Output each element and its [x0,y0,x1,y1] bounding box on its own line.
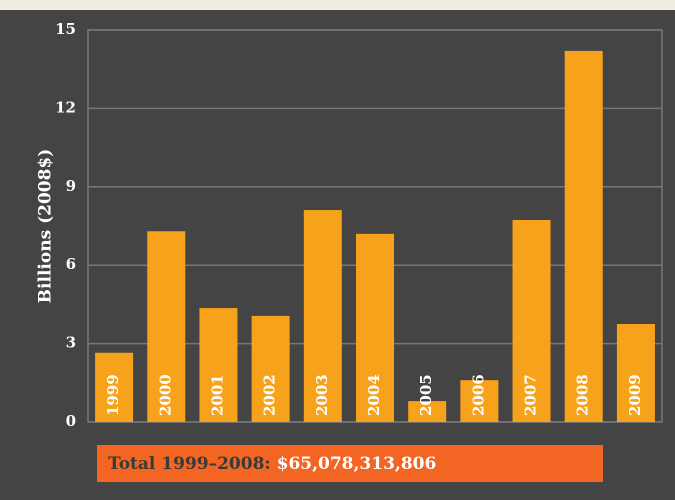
x-tick-label: 2007 [522,374,540,416]
bar [512,219,551,422]
bar [199,308,238,422]
x-tick-label: 2006 [469,374,487,416]
total-label: Total 1999–2008: $65,078,313,806 [108,454,436,474]
bar [460,380,499,422]
bar [303,210,342,422]
bar [356,233,394,422]
total-banner [97,445,603,482]
y-axis-label: Billions (2008$) [36,149,56,304]
x-tick-label: 1999 [104,374,122,416]
total-label-text: Total 1999–2008: [108,454,271,474]
x-tick-label: 2009 [626,374,644,416]
total-value: $65,078,313,806 [277,454,437,474]
y-tick-label: 12 [55,98,76,116]
x-tick-label: 2005 [417,374,435,416]
bar [251,315,290,422]
y-tick-label: 6 [66,255,76,273]
y-tick-label: 15 [55,20,76,38]
x-tick-label: 2000 [156,374,174,416]
x-tick-label: 2002 [261,374,279,416]
x-tick-label: 2004 [365,374,383,416]
x-tick-label: 2001 [208,374,226,416]
x-tick-label: 2003 [313,374,331,416]
y-tick-label: 3 [66,334,76,352]
y-tick-label: 9 [66,177,76,195]
bar [616,324,655,422]
bar [408,401,447,422]
bar [564,50,603,422]
x-tick-label: 2008 [574,374,592,416]
bar [147,231,186,422]
y-tick-label: 0 [66,412,76,430]
top-strip [0,0,675,10]
bar [95,352,134,422]
